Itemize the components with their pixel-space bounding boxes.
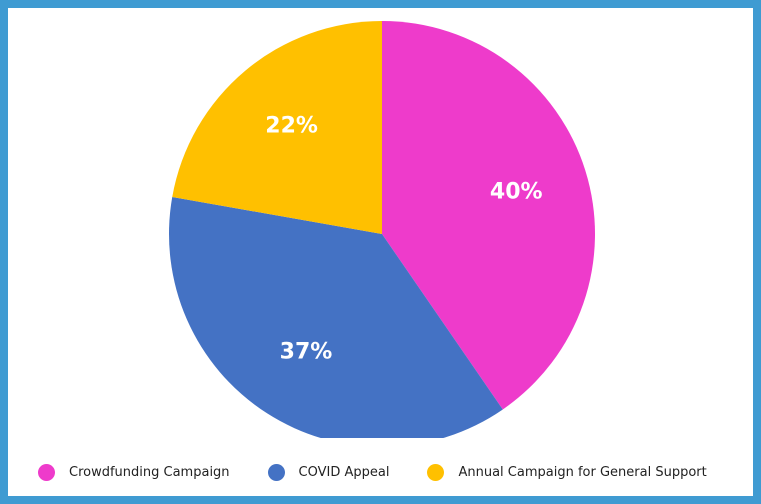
legend-label-covid-appeal: COVID Appeal — [298, 465, 390, 480]
slice-percent-label-annual-campaign-for-general-support: 22% — [265, 113, 318, 138]
legend-swatch-covid-appeal — [267, 464, 285, 481]
legend-swatch-annual-campaign — [427, 464, 445, 481]
legend-item-crowdfunding: Crowdfunding Campaign — [38, 464, 230, 481]
legend-item-annual-campaign: Annual Campaign for General Support — [427, 464, 707, 481]
pie-chart: 40% 37% 22% — [169, 21, 595, 438]
legend-item-covid-appeal: COVID Appeal — [267, 464, 390, 481]
slice-percent-label-covid-appeal: 37% — [280, 339, 333, 364]
slice-percent-label-crowdfunding-campaign: 40% — [490, 179, 543, 204]
pie-slice-annual-campaign-for-general-support — [172, 21, 382, 234]
chart-card: 40% 37% 22% Crowdfunding Campaign COVID Ap… — [8, 8, 753, 496]
pie-slice-covid-appeal — [169, 197, 503, 438]
pie-slice-crowdfunding-campaign — [382, 21, 595, 410]
legend-swatch-crowdfunding — [38, 464, 55, 481]
legend-label-annual-campaign: Annual Campaign for General Support — [458, 465, 707, 480]
legend-label-crowdfunding: Crowdfunding Campaign — [69, 465, 230, 480]
chart-legend: Crowdfunding Campaign COVID Appeal Annua… — [38, 464, 745, 481]
